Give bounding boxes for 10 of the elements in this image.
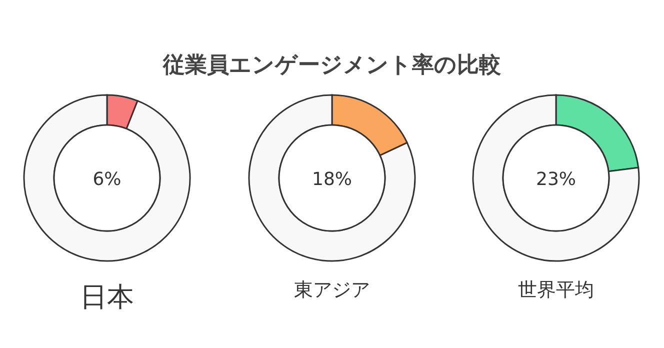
donut-slice xyxy=(248,94,416,262)
donut-slice xyxy=(472,94,640,262)
text: 日本 xyxy=(80,282,134,313)
text: 世界平均 xyxy=(518,279,594,301)
text: 東アジア xyxy=(294,279,370,301)
text: 18% xyxy=(312,169,352,190)
text: 従業員エンゲージメント率の比較 xyxy=(162,52,502,78)
text: 23% xyxy=(536,169,576,190)
text: 6% xyxy=(92,169,122,190)
donut-slice xyxy=(23,94,191,262)
